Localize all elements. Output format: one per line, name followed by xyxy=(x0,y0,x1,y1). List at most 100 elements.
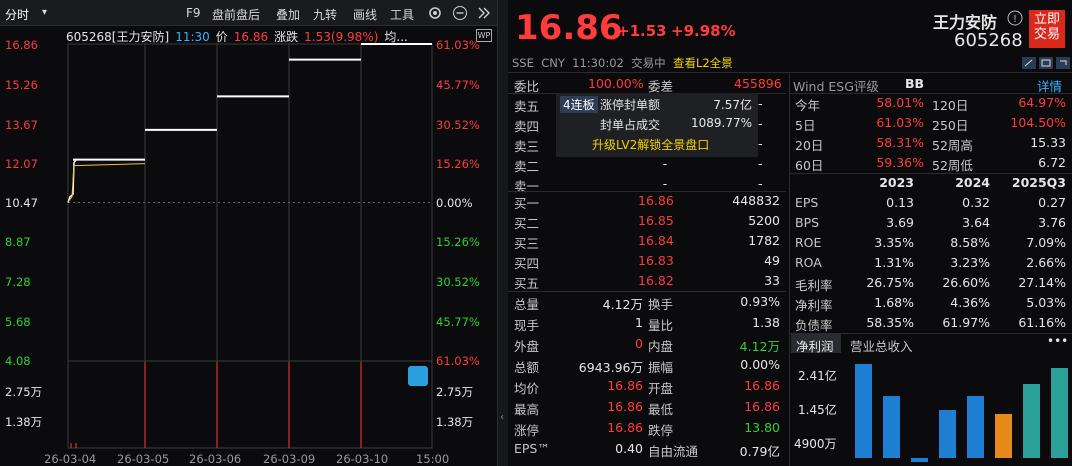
tools-button[interactable]: 工具 xyxy=(390,8,415,22)
bid-price: 16.83 xyxy=(638,253,674,268)
stat-label: EPS™ xyxy=(514,441,550,456)
trade-now-button[interactable]: 立即交易 xyxy=(1029,10,1065,48)
fin-label: EPS xyxy=(795,195,819,210)
perf-value: 61.03% xyxy=(876,115,924,130)
ask-volume: - xyxy=(758,156,763,171)
draw-line-button[interactable]: 画线 xyxy=(353,8,378,22)
gear-icon[interactable] xyxy=(427,5,443,21)
fin-value: 61.16% xyxy=(1018,315,1066,330)
f9-button[interactable]: F9 xyxy=(186,6,201,20)
grid-icon[interactable] xyxy=(1039,57,1053,69)
perf-label: 52周低 xyxy=(932,158,973,173)
exchange-label: SSE xyxy=(512,56,534,70)
y-tick-right: 45.77% xyxy=(436,315,480,329)
detail-link[interactable]: 详情 xyxy=(1037,79,1063,94)
stat-label: 现手 xyxy=(514,318,540,333)
perf-value: 6.72 xyxy=(1038,155,1066,170)
price-label: 价 xyxy=(215,30,228,44)
fin-value: 1.68% xyxy=(874,295,914,310)
profit-bar xyxy=(1023,384,1040,458)
fin-value: 61.97% xyxy=(942,315,990,330)
wp-badge[interactable]: WP xyxy=(476,29,492,42)
ask-level-label: 卖五 xyxy=(514,99,540,114)
stat-value: 16.86 xyxy=(607,399,643,414)
y-tick-left: 4.08 xyxy=(5,354,31,368)
bid-price: 16.84 xyxy=(638,233,674,248)
perf-label: 52周高 xyxy=(932,138,973,153)
fin-header: 2024 xyxy=(955,175,990,190)
upgrade-lv2-link[interactable]: 升级LV2解锁全景盘口 xyxy=(592,138,710,152)
stat-value: 16.86 xyxy=(607,420,643,435)
x-tick: 26-03-10 xyxy=(336,452,389,466)
chevron-right-double-icon[interactable] xyxy=(476,5,492,21)
price-pct: +9.98% xyxy=(671,22,736,40)
chart-info-bar: 605268[王力安防] 11:30 价 16.86 涨跌 1.53(9.98%) 均... xyxy=(66,28,414,44)
fin-value: 3.23% xyxy=(950,255,990,270)
stat-label: 内盘 xyxy=(648,339,674,354)
vertical-scrollbar[interactable]: ‹ xyxy=(497,0,508,466)
bid-volume: 1782 xyxy=(748,233,780,248)
chevron-down-icon[interactable]: ▾ xyxy=(42,7,48,18)
profit-bar xyxy=(855,364,872,458)
vol-tick-right: 61.03% xyxy=(436,354,480,368)
perf-label: 250日 xyxy=(932,118,969,133)
perf-value: 59.36% xyxy=(876,155,924,170)
bid-level-label: 买二 xyxy=(514,216,540,231)
fin-value: 27.14% xyxy=(1018,275,1066,290)
bid-level-label: 买四 xyxy=(514,256,540,271)
overlay-button[interactable]: 叠加 xyxy=(276,8,301,22)
weibi-value: 100.00% xyxy=(588,76,644,91)
status-line: SSE CNY 11:30:02 交易中 查看L2全景 xyxy=(512,55,733,71)
perf-value: 15.33 xyxy=(1030,135,1066,150)
ask-volume: - xyxy=(758,96,763,111)
x-tick: 26-03-09 xyxy=(263,452,316,466)
fin-header: 2025Q3 xyxy=(1011,175,1066,190)
profit-bar xyxy=(883,396,900,458)
ask-volume: - xyxy=(758,136,763,151)
cursor-time: 11:30 xyxy=(175,30,210,44)
perf-value: 58.31% xyxy=(876,135,924,150)
jiuzhuan-button[interactable]: 九转 xyxy=(313,8,338,22)
y-tick-left: 8.87 xyxy=(5,235,31,249)
fin-value: 3.64 xyxy=(962,215,990,230)
bid-volume: 5200 xyxy=(748,213,780,228)
ask-level-label: 卖一 xyxy=(514,179,540,194)
fin-value: 4.36% xyxy=(950,295,990,310)
last-price: 16.86 xyxy=(515,8,623,48)
tab-net-profit[interactable]: 净利润 xyxy=(791,334,841,354)
vol-tick-left: 2.75万 xyxy=(5,385,43,399)
mini-y-tick: 1.45亿 xyxy=(798,403,837,417)
profit-bar xyxy=(939,410,956,458)
pencil-icon[interactable] xyxy=(1022,57,1036,69)
ask-price: - xyxy=(662,176,668,191)
stat-label: 振幅 xyxy=(648,360,674,375)
ask-level-label: 卖四 xyxy=(514,119,540,134)
stock-code: 605268 xyxy=(954,30,1023,51)
fin-value: 0.32 xyxy=(962,195,990,210)
quote-panel: 16.86 +1.53 +9.98% 王力安防 ! 605268 立即交易 SS… xyxy=(508,0,1072,466)
premarket-button[interactable]: 盘前盘后 xyxy=(212,8,261,22)
stat-label: 总量 xyxy=(514,297,540,312)
view-l2-link[interactable]: 查看L2全景 xyxy=(672,56,733,70)
expand-icon[interactable] xyxy=(1056,57,1070,69)
tab-intraday[interactable]: 分时 xyxy=(5,8,30,22)
more-icon[interactable]: ••• xyxy=(1047,334,1069,348)
fin-label: ROE xyxy=(795,235,822,250)
price-chart[interactable] xyxy=(0,0,500,466)
avg-price-line xyxy=(67,163,146,203)
seal-amount-value: 7.57亿 xyxy=(713,98,752,112)
stock-name: 王力安防 xyxy=(933,13,998,32)
profit-bar xyxy=(911,458,928,462)
fin-value: 0.27 xyxy=(1038,195,1066,210)
stat-value: 16.86 xyxy=(744,378,780,393)
tab-revenue[interactable]: 营业总收入 xyxy=(850,339,913,354)
fin-value: 3.35% xyxy=(874,235,914,250)
chevron-left-icon[interactable]: ‹ xyxy=(500,412,504,423)
minimize-icon[interactable] xyxy=(452,5,468,21)
bid-level-label: 买一 xyxy=(514,196,540,211)
info-icon[interactable]: ! xyxy=(1007,10,1023,26)
y-tick-left: 13.67 xyxy=(5,118,38,132)
stat-value: 13.80 xyxy=(744,420,780,435)
fin-label: 净利率 xyxy=(795,298,833,313)
y-tick-left: 12.07 xyxy=(5,157,38,171)
